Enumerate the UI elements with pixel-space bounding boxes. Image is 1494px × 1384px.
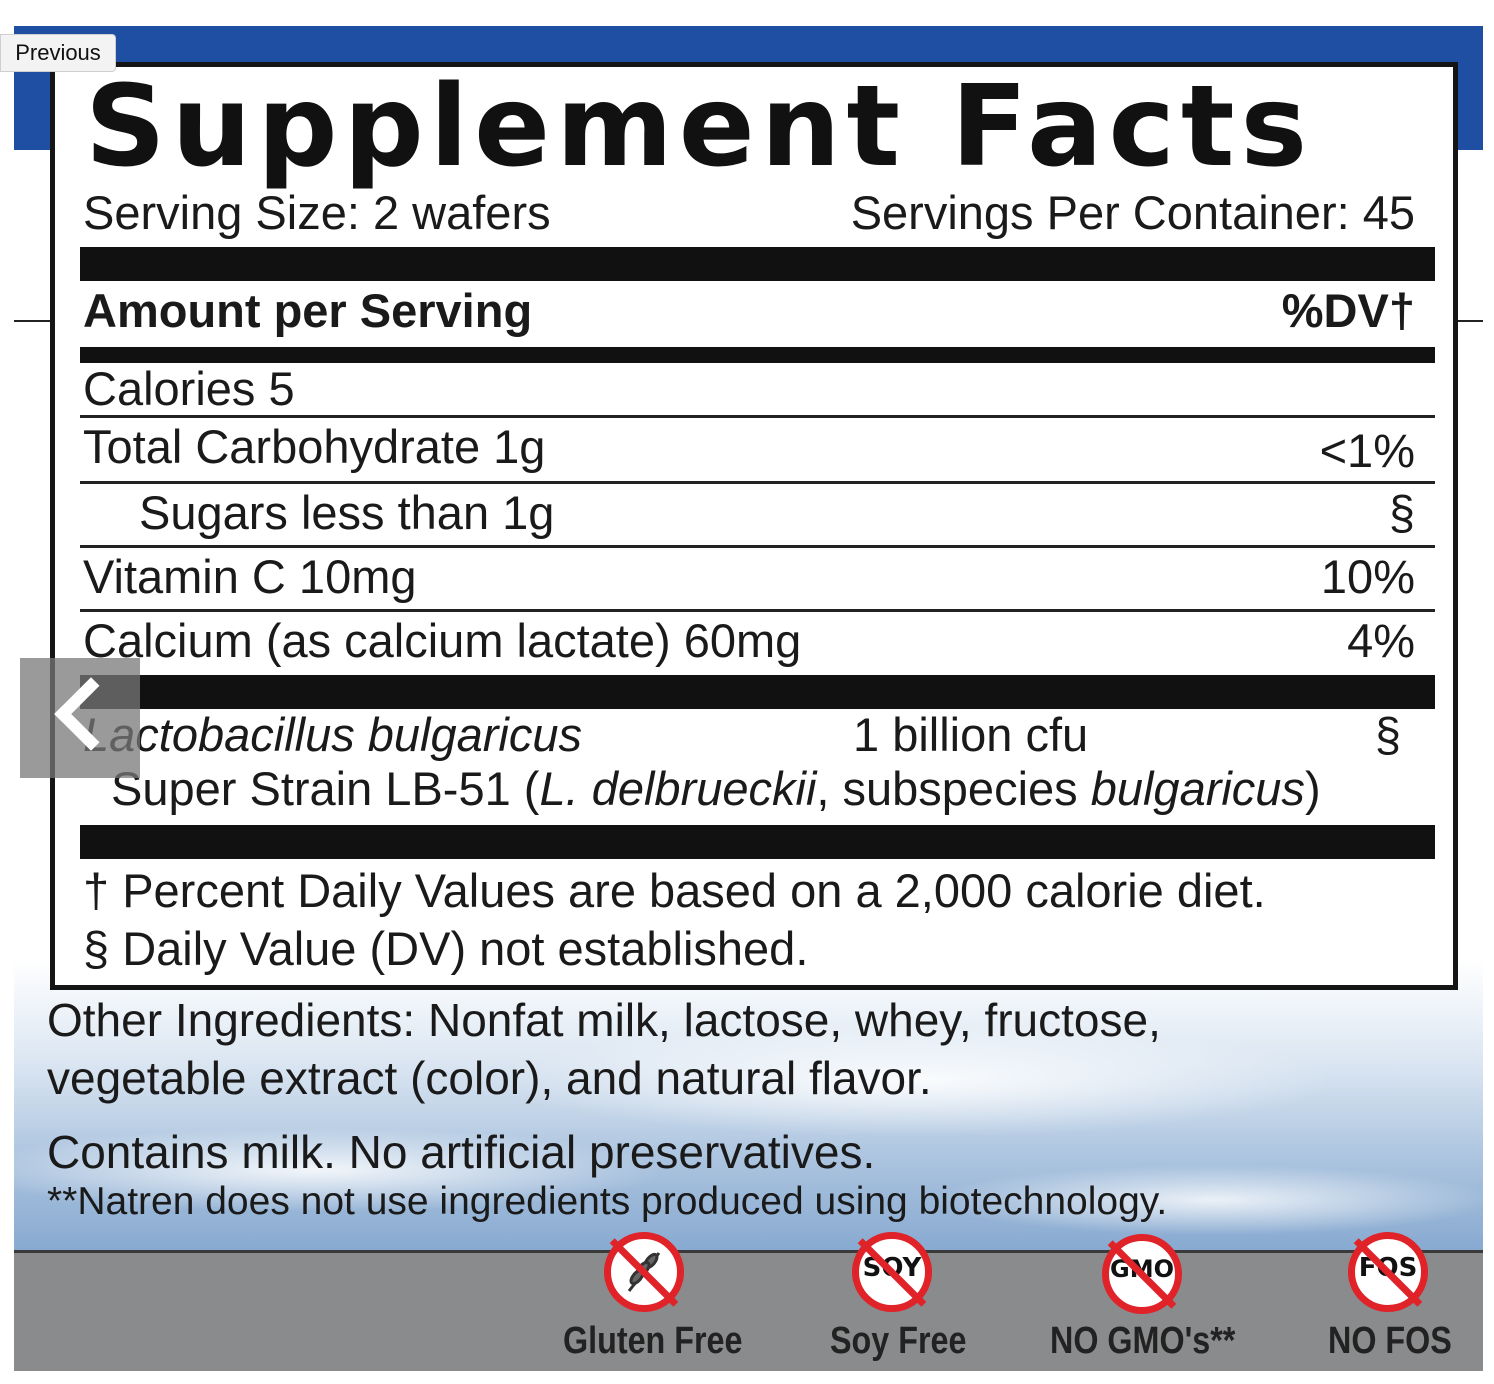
row-divider <box>80 481 1435 484</box>
gmo-icon: GMO <box>1102 1234 1182 1314</box>
dv-calcium: 4% <box>1347 614 1415 667</box>
probiotic-amount: 1 billion cfu <box>853 708 1089 761</box>
nutrient-row-carbohydrate: Total Carbohydrate 1g <box>83 420 546 473</box>
strain-mid: , subspecies <box>816 762 1091 815</box>
badge-label-gluten-free: Gluten Free <box>563 1320 743 1362</box>
amount-header: Amount per Serving <box>83 284 533 337</box>
serving-size: Serving Size: 2 wafers <box>83 186 551 239</box>
strain-prefix: Super Strain LB-51 ( <box>111 762 540 815</box>
dv-sugars: § <box>1388 486 1415 539</box>
thick-divider <box>80 247 1435 281</box>
badge-band <box>14 1250 1483 1371</box>
badge-label-soy-free: Soy Free <box>830 1320 967 1362</box>
previous-arrow-button[interactable] <box>20 658 140 778</box>
contains-statement: Contains milk. No artificial preservativ… <box>47 1126 876 1178</box>
nutrient-row-sugars: Sugars less than 1g <box>139 486 555 539</box>
dv-header: %DV† <box>1281 284 1415 337</box>
other-ingredients-line-1: Other Ingredients: Nonfat milk, lactose,… <box>47 994 1161 1046</box>
nutrient-row-calcium: Calcium (as calcium lactate) 60mg <box>83 614 802 667</box>
thick-divider <box>80 675 1435 709</box>
badge-label-no-fos: NO FOS <box>1328 1320 1452 1362</box>
chevron-left-icon <box>54 677 128 751</box>
supplement-facts-panel: Supplement Facts Serving Size: 2 wafers … <box>50 62 1458 990</box>
dv-carbohydrate: <1% <box>1319 424 1415 477</box>
divider-right <box>1450 320 1483 322</box>
nutrient-row-vitamin-c: Vitamin C 10mg <box>83 550 417 603</box>
soy-icon: SOY <box>852 1232 932 1312</box>
nutrient-row-calories: Calories 5 <box>83 362 295 415</box>
sky-background <box>14 960 1483 1252</box>
wheat-icon <box>604 1232 684 1312</box>
thick-divider <box>80 825 1435 859</box>
footnote-dv-not-established: § Daily Value (DV) not established. <box>83 922 809 975</box>
fos-icon: FOS <box>1348 1232 1428 1312</box>
divider-left <box>14 320 54 322</box>
row-divider <box>80 609 1435 612</box>
row-divider <box>80 545 1435 548</box>
servings-per-container: Servings Per Container: 45 <box>850 186 1415 239</box>
strain-suffix: ) <box>1304 762 1321 815</box>
footnote-dv-basis: † Percent Daily Values are based on a 2,… <box>83 864 1266 917</box>
label-title: Supplement Facts <box>85 62 1314 192</box>
dv-vitamin-c: 10% <box>1320 550 1415 603</box>
strain-species: L. delbrueckii <box>539 762 817 815</box>
strain-subspecies: bulgaricus <box>1090 762 1305 815</box>
probiotic-name: Lactobacillus bulgaricus <box>83 708 583 761</box>
biotech-note: **Natren does not use ingredients produc… <box>47 1180 1168 1223</box>
medium-divider <box>80 347 1435 363</box>
row-divider <box>80 415 1435 418</box>
other-ingredients-line-2: vegetable extract (color), and natural f… <box>47 1052 932 1104</box>
badge-label-no-gmo: NO GMO's** <box>1050 1320 1236 1362</box>
probiotic-dv: § <box>1374 708 1401 761</box>
probiotic-strain: Super Strain LB-51 (L. delbrueckii, subs… <box>111 761 1321 817</box>
previous-button[interactable]: Previous <box>0 34 116 72</box>
